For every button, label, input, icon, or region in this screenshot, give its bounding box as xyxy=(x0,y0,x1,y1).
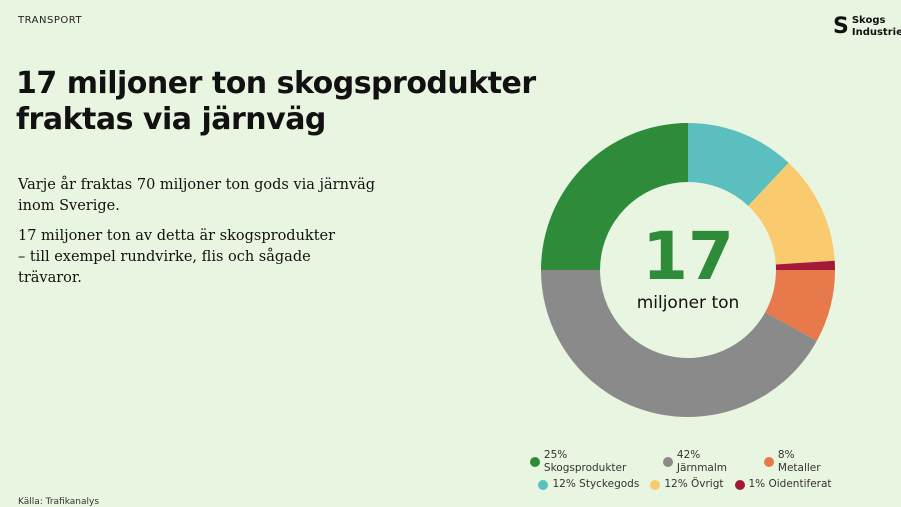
source-note: Källa: Trafikanalys xyxy=(18,497,100,507)
logo-line2: Industrierna xyxy=(851,27,901,38)
slice-oidentiferat xyxy=(775,260,835,270)
logo-line1: Skogs xyxy=(851,15,886,26)
legend-label: 1% Oidentiferat xyxy=(748,478,832,490)
legend-dot-icon xyxy=(734,479,745,490)
donut-chart xyxy=(541,123,835,417)
body-text: Varje år fraktas 70 miljoner ton gods vi… xyxy=(18,175,378,298)
legend-row: 25% Skogsprodukter 42% Järnmalm 8% Metalle… xyxy=(530,449,840,475)
paragraph-2: 17 miljoner ton av detta är skogsprodukt… xyxy=(18,226,378,289)
slice-metaller xyxy=(765,270,835,341)
legend-label: 25% Skogsprodukter xyxy=(543,449,627,474)
legend-label: 12% Övrigt xyxy=(664,478,724,490)
legend-item: 12% Styckegods xyxy=(538,478,639,491)
legend-dot-icon xyxy=(650,479,661,490)
legend-row: 12% Styckegods 12% Övrigt 1% Oidentiferat xyxy=(530,478,840,491)
legend-label: 12% Styckegods xyxy=(552,478,640,490)
center-label: miljoner ton xyxy=(636,293,740,313)
p1-line1: Varje år fraktas 70 miljoner ton gods vi… xyxy=(18,177,376,193)
p2-line1: 17 miljoner ton av detta är skogsprodukt… xyxy=(18,228,336,244)
title-line1: 17 miljoner ton skogsprodukter xyxy=(16,66,536,101)
legend-item: 25% Skogsprodukter xyxy=(530,449,652,475)
legend-item: 8% Metaller xyxy=(763,449,840,475)
title-line2: fraktas via järnväg xyxy=(16,102,326,137)
paragraph-1: Varje år fraktas 70 miljoner ton gods vi… xyxy=(18,175,378,217)
p1-line2: inom Sverige. xyxy=(18,198,120,214)
slice-järnmalm xyxy=(541,270,817,417)
section-kicker: TRANSPORT xyxy=(18,15,83,26)
slice-skogsprodukter xyxy=(541,123,688,270)
legend-item: 12% Övrigt xyxy=(650,478,724,491)
legend-label: 42% Järnmalm xyxy=(676,449,728,474)
slice-övrigt xyxy=(748,162,835,265)
legend-dot-icon xyxy=(662,457,673,467)
skogsindustrierna-logo: S SkogsIndustrierna xyxy=(833,15,901,39)
center-value: 17 xyxy=(642,218,734,295)
legend-dot-icon xyxy=(538,479,549,490)
slice-styckegods xyxy=(688,123,789,206)
p2-line2: – till exempel rundvirke, flis och sågad… xyxy=(18,249,311,286)
legend-dot-icon xyxy=(530,457,540,467)
legend-item: 1% Oidentiferat xyxy=(734,478,832,491)
logo-s-icon: S xyxy=(833,14,849,39)
legend-label: 8% Metaller xyxy=(777,449,821,474)
legend-item: 42% Järnmalm xyxy=(662,449,753,475)
chart-legend: 25% Skogsprodukter 42% Järnmalm 8% Metalle… xyxy=(530,449,840,494)
legend-dot-icon xyxy=(763,457,774,467)
page-title: 17 miljoner ton skogsprodukter fraktas v… xyxy=(16,66,536,138)
